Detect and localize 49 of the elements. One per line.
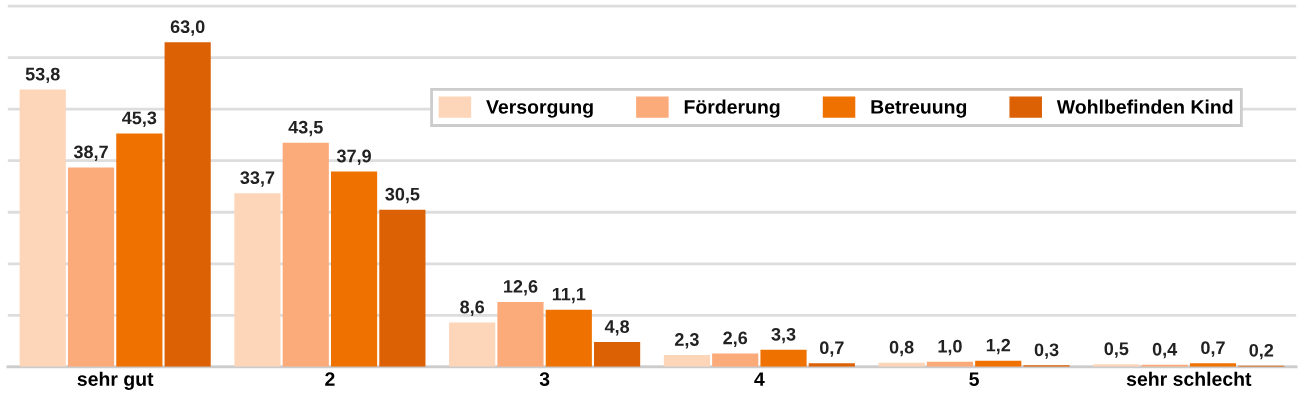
bar — [594, 342, 641, 367]
bar — [712, 353, 759, 367]
data-label: 12,6 — [504, 279, 538, 296]
bar — [67, 167, 115, 367]
bar — [19, 89, 66, 367]
data-label: 0,5 — [1104, 342, 1129, 358]
bar — [282, 142, 329, 367]
data-label: 3,3 — [771, 327, 796, 344]
bar — [663, 354, 710, 367]
bar — [116, 133, 163, 367]
x-tick-label: 4 — [754, 372, 765, 386]
data-label: 0,8 — [889, 340, 914, 357]
data-label: 2,6 — [723, 331, 748, 347]
data-label: 63,0 — [170, 20, 205, 36]
x-tick-label: 3 — [539, 372, 550, 386]
data-label: 30,5 — [385, 187, 420, 204]
data-label: 38,7 — [73, 145, 108, 161]
x-tick-label: sehr gut — [77, 371, 154, 390]
data-label: 0,7 — [820, 341, 844, 357]
data-label: 0,3 — [1034, 343, 1059, 359]
data-label: 53,8 — [25, 67, 60, 84]
data-label: 0,2 — [1249, 343, 1274, 360]
data-label: 33,7 — [240, 171, 275, 187]
legend-label: Versorgung — [486, 100, 593, 118]
legend-label: Förderung — [684, 99, 780, 118]
data-label: 1,0 — [938, 339, 962, 356]
data-label: 0,7 — [1201, 341, 1225, 357]
data-label: 43,5 — [288, 120, 323, 137]
bar — [497, 301, 544, 367]
bar — [449, 322, 496, 367]
data-label: 8,6 — [460, 300, 485, 317]
data-label: 4,8 — [604, 320, 630, 336]
legend-label: Wohlbefinden Kind — [1056, 99, 1233, 114]
bar — [234, 193, 281, 367]
data-label: 45,3 — [122, 111, 157, 127]
data-label: 11,1 — [552, 287, 586, 304]
data-label: 2,3 — [674, 333, 699, 349]
data-label: 37,9 — [336, 149, 371, 166]
data-label: 0,4 — [1152, 342, 1178, 359]
bar — [545, 309, 592, 367]
bar — [164, 42, 211, 367]
x-tick-label: 5 — [969, 372, 979, 386]
bar — [379, 209, 426, 367]
x-tick-label: sehr schlecht — [1126, 371, 1252, 386]
bar — [330, 171, 378, 367]
legend-label: Betreuung — [871, 100, 967, 118]
bar — [760, 349, 807, 367]
x-tick-label: 2 — [325, 372, 335, 386]
data-label: 1,2 — [986, 338, 1011, 355]
